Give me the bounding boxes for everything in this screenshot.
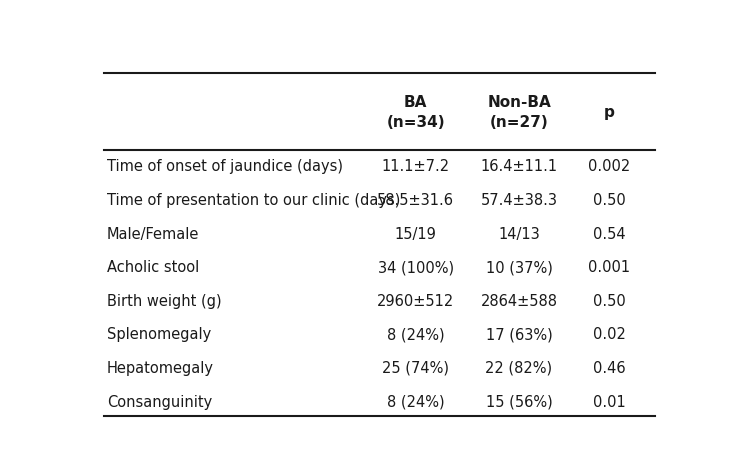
Text: Male/Female: Male/Female: [107, 227, 199, 242]
Text: 15 (56%): 15 (56%): [485, 394, 552, 409]
Text: 14/13: 14/13: [498, 227, 540, 242]
Text: Time of presentation to our clinic (days): Time of presentation to our clinic (days…: [107, 193, 400, 208]
Text: 16.4±11.1: 16.4±11.1: [480, 159, 557, 174]
Text: 10 (37%): 10 (37%): [485, 260, 553, 275]
Text: Time of onset of jaundice (days): Time of onset of jaundice (days): [107, 159, 343, 174]
Text: p: p: [604, 105, 615, 120]
Text: 2960±512: 2960±512: [377, 294, 454, 309]
Text: 0.46: 0.46: [593, 361, 626, 376]
Text: 0.01: 0.01: [593, 394, 626, 409]
Text: 25 (74%): 25 (74%): [382, 361, 449, 376]
Text: 0.001: 0.001: [588, 260, 631, 275]
Text: Consanguinity: Consanguinity: [107, 394, 212, 409]
Text: 11.1±7.2: 11.1±7.2: [382, 159, 450, 174]
Text: 0.02: 0.02: [593, 327, 626, 342]
Text: Splenomegaly: Splenomegaly: [107, 327, 211, 342]
Text: 0.50: 0.50: [593, 294, 626, 309]
Text: 17 (63%): 17 (63%): [485, 327, 552, 342]
Text: 8 (24%): 8 (24%): [387, 394, 445, 409]
Text: 58.5±31.6: 58.5±31.6: [377, 193, 454, 208]
Text: 0.002: 0.002: [588, 159, 631, 174]
Text: Acholic stool: Acholic stool: [107, 260, 199, 275]
Text: 15/19: 15/19: [395, 227, 436, 242]
Text: 0.54: 0.54: [593, 227, 626, 242]
Text: BA
(n=34): BA (n=34): [386, 95, 445, 129]
Text: 34 (100%): 34 (100%): [378, 260, 453, 275]
Text: 8 (24%): 8 (24%): [387, 327, 445, 342]
Text: Hepatomegaly: Hepatomegaly: [107, 361, 214, 376]
Text: 57.4±38.3: 57.4±38.3: [480, 193, 557, 208]
Text: 2864±588: 2864±588: [480, 294, 557, 309]
Text: Non-BA
(n=27): Non-BA (n=27): [487, 95, 551, 129]
Text: 0.50: 0.50: [593, 193, 626, 208]
Text: 22 (82%): 22 (82%): [485, 361, 553, 376]
Text: Birth weight (g): Birth weight (g): [107, 294, 222, 309]
